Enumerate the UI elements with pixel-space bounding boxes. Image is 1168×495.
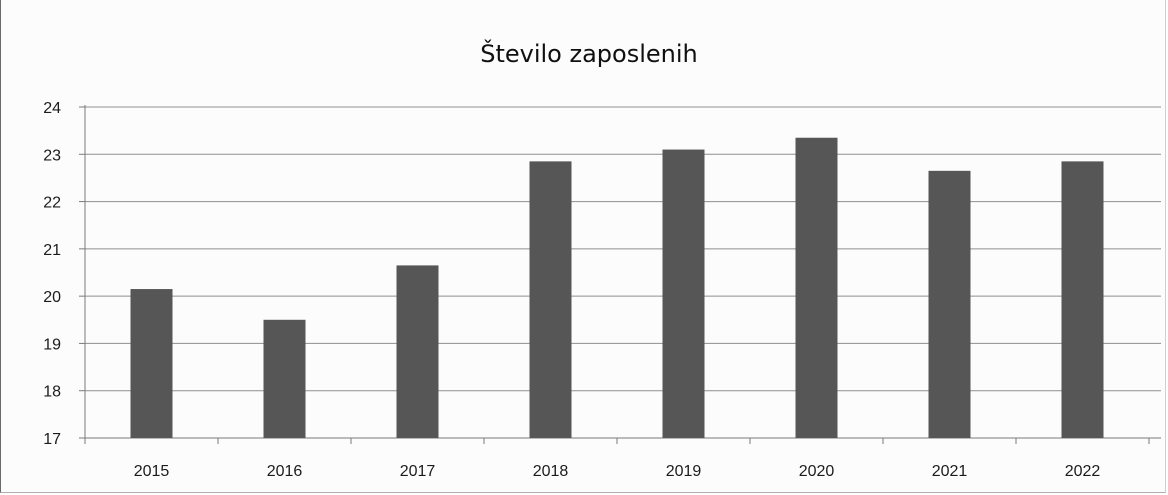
bar-2018	[529, 161, 572, 438]
y-tick-label-21: 21	[43, 242, 61, 259]
x-tick-label-2016: 2016	[267, 463, 303, 480]
x-tick-label-2018: 2018	[533, 463, 569, 480]
x-tick-label-2019: 2019	[666, 463, 702, 480]
x-tick-label-2020: 2020	[799, 463, 835, 480]
x-tick-label-2017: 2017	[400, 463, 436, 480]
axes	[79, 105, 1161, 444]
y-tick-label-24: 24	[43, 100, 61, 117]
y-tick-label-23: 23	[43, 147, 61, 164]
chart-title: Število zaposlenih	[480, 38, 698, 68]
y-tick-label-20: 20	[43, 289, 61, 306]
y-tick-label-19: 19	[43, 336, 61, 353]
bars	[130, 137, 1104, 439]
x-tick-labels: 2015 2016 2017 2018 2019 2020 2021 2022	[134, 463, 1101, 480]
y-tick-labels: 17 18 19 20 21 22 23 24	[43, 100, 61, 448]
x-tick-label-2022: 2022	[1065, 463, 1101, 480]
x-tick-label-2021: 2021	[932, 463, 968, 480]
x-tick-label-2015: 2015	[134, 463, 170, 480]
bar-2016	[263, 319, 306, 438]
y-tick-label-22: 22	[43, 195, 61, 212]
y-tick-label-18: 18	[43, 384, 61, 401]
bar-2020	[795, 137, 838, 438]
y-tick-label-17: 17	[43, 431, 61, 448]
gridlines	[85, 106, 1161, 392]
bar-2021	[928, 170, 971, 439]
bar-2017	[396, 265, 439, 438]
bar-2022	[1061, 161, 1104, 438]
bar-2015	[130, 289, 173, 438]
bar-2019	[662, 149, 705, 439]
